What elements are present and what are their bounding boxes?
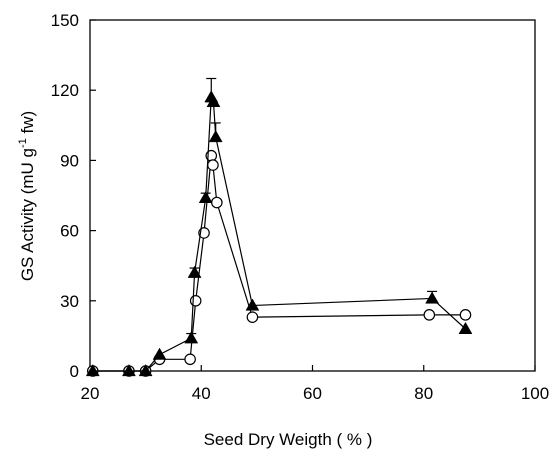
x-axis-title: Seed Dry Weigth ( % ) [204,430,373,449]
data-point-triangle [198,190,213,203]
series [85,77,473,377]
series-2 [86,149,472,377]
series-line [92,96,466,372]
data-point-triangle [206,94,221,108]
y-tick-label: 120 [51,81,79,100]
y-tick-label: 0 [70,362,79,381]
data-point-triangle [245,298,260,311]
data-point-triangle [152,347,167,360]
data-point-circle [211,196,223,209]
data-point-triangle [122,363,136,377]
data-point-triangle [85,363,100,377]
series-1 [85,77,473,377]
data-point-triangle [208,129,223,143]
data-point-circle [423,309,436,321]
x-tick-label: 100 [521,384,549,403]
y-axis-title-main: GS Activity (mU g [18,148,37,281]
data-point-circle [459,309,472,321]
y-tick-label: 90 [60,151,79,170]
x-tick-label: 80 [414,384,433,403]
axes [89,19,536,372]
data-point-triangle [458,321,473,335]
y-tick-label: 60 [60,222,79,241]
data-point-circle [184,353,196,366]
data-point-triangle [138,363,153,377]
y-axis-title: GS Activity (mU g-1 fw) [17,111,37,281]
series-line [92,155,466,372]
x-tick-label: 60 [303,384,322,403]
tick-labels: 20 40 60 80 100 0 30 60 90 120 150 [51,11,550,403]
data-point-circle [207,159,219,171]
data-point-circle [189,294,202,307]
data-point-triangle [184,331,199,344]
data-point-circle [246,311,259,323]
x-tick-label: 40 [192,384,211,403]
data-point-triangle [425,291,440,304]
y-axis-title-tail: fw) [18,111,37,138]
y-tick-label: 150 [51,11,79,30]
x-tick-label: 20 [81,384,100,403]
data-point-triangle [187,265,202,278]
y-tick-label: 30 [60,292,79,311]
y-axis-title-superscript: -1 [17,138,29,148]
